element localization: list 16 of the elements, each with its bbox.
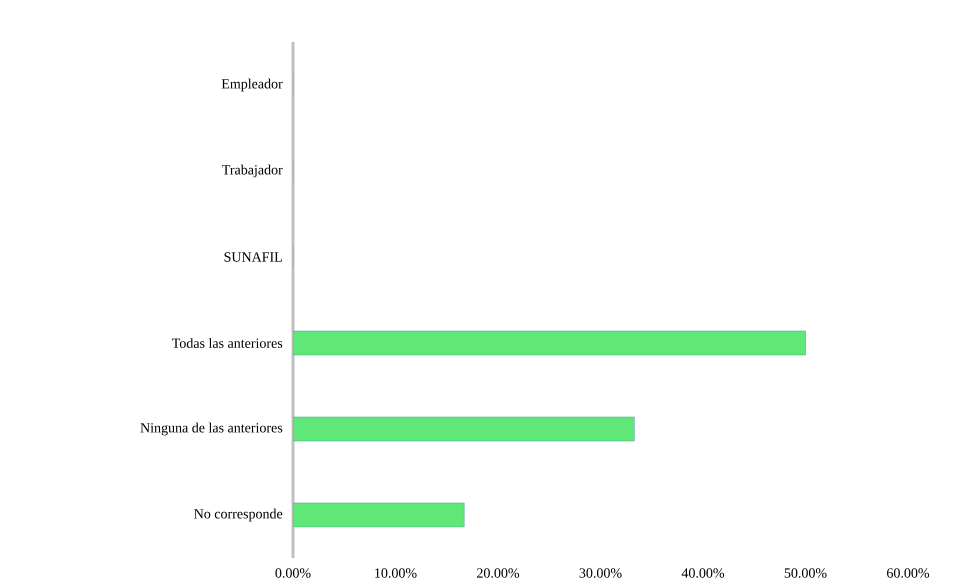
bar <box>293 416 635 442</box>
bar <box>293 330 806 356</box>
x-tick-label: 20.00% <box>477 568 520 578</box>
x-tick-label: 40.00% <box>682 568 724 578</box>
x-tick-label: 60.00% <box>887 568 930 578</box>
bar <box>293 502 464 528</box>
x-tick-label: 50.00% <box>784 568 827 578</box>
x-tick-label: 0.00% <box>275 568 311 578</box>
y-tick-label: Ninguna de las anteriores <box>140 422 282 436</box>
x-tick-label: 30.00% <box>580 568 622 578</box>
y-tick-label: Trabajador <box>222 164 283 178</box>
y-tick-label: Todas las anteriores <box>172 338 282 348</box>
y-tick-label: No corresponde <box>194 508 282 522</box>
x-tick-label: 10.00% <box>375 568 417 578</box>
y-tick-label: Empleador <box>222 78 283 92</box>
y-tick-label: SUNAFIL <box>224 252 282 262</box>
